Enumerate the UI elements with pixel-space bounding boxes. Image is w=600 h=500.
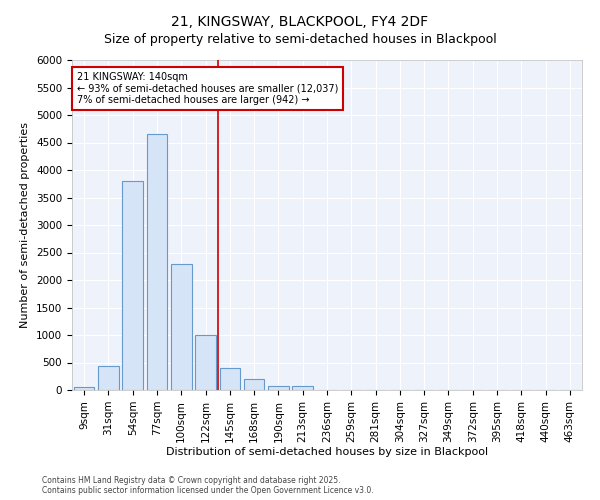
Y-axis label: Number of semi-detached properties: Number of semi-detached properties [20, 122, 31, 328]
Bar [122, 181, 143, 390]
Bar [292, 386, 313, 390]
Bar [146, 134, 167, 390]
Bar [171, 264, 191, 390]
Text: Contains HM Land Registry data © Crown copyright and database right 2025.
Contai: Contains HM Land Registry data © Crown c… [42, 476, 374, 495]
Bar [220, 368, 240, 390]
Bar [268, 386, 289, 390]
Text: 21 KINGSWAY: 140sqm
← 93% of semi-detached houses are smaller (12,037)
7% of sem: 21 KINGSWAY: 140sqm ← 93% of semi-detach… [77, 72, 338, 105]
X-axis label: Distribution of semi-detached houses by size in Blackpool: Distribution of semi-detached houses by … [166, 448, 488, 458]
Text: Size of property relative to semi-detached houses in Blackpool: Size of property relative to semi-detach… [104, 32, 496, 46]
Text: 21, KINGSWAY, BLACKPOOL, FY4 2DF: 21, KINGSWAY, BLACKPOOL, FY4 2DF [172, 15, 428, 29]
Bar [98, 366, 119, 390]
Bar [74, 387, 94, 390]
Bar [244, 379, 265, 390]
Bar [195, 335, 216, 390]
